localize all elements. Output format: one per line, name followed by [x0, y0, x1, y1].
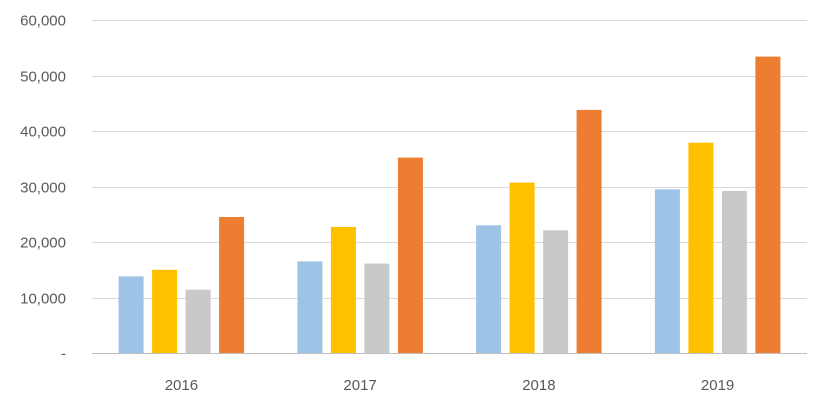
y-tick-label: 20,000: [20, 235, 66, 252]
y-axis-tick-labels: - 10,000 20,000 30,000 40,000 50,000 60,000: [20, 13, 66, 363]
x-tick-label: 2016: [165, 377, 198, 394]
bar-2019-series-4: [755, 56, 781, 353]
x-axis-tick-labels: 2016 2017 2018 2019: [165, 377, 735, 394]
bar-2019-series-3: [721, 190, 747, 353]
bar-2018-series-3: [543, 230, 569, 353]
bar-2017-series-3: [364, 263, 390, 353]
bar-2018-series-1: [476, 225, 502, 353]
bars: [118, 56, 781, 354]
gridlines: [92, 20, 807, 299]
y-tick-label: 10,000: [20, 291, 66, 308]
x-tick-label: 2018: [522, 377, 555, 394]
y-tick-label: 60,000: [20, 13, 66, 30]
y-tick-label: 40,000: [20, 124, 66, 141]
bar-2016-series-4: [219, 217, 245, 353]
bar-2016-series-2: [152, 269, 178, 354]
x-tick-label: 2019: [701, 377, 734, 394]
bar-2018-series-2: [509, 182, 535, 353]
bar-2016-series-3: [185, 289, 211, 353]
y-tick-label: 50,000: [20, 69, 66, 86]
y-tick-label: 30,000: [20, 180, 66, 197]
y-tick-label: -: [61, 346, 66, 363]
bar-2016-series-1: [118, 276, 144, 353]
bar-2017-series-2: [330, 227, 356, 353]
bar-2017-series-1: [297, 261, 323, 353]
bar-2017-series-4: [397, 157, 423, 353]
bar-2019-series-2: [688, 142, 714, 353]
bar-2018-series-4: [576, 109, 602, 354]
bar-2019-series-1: [654, 189, 680, 353]
x-tick-label: 2017: [343, 377, 376, 394]
